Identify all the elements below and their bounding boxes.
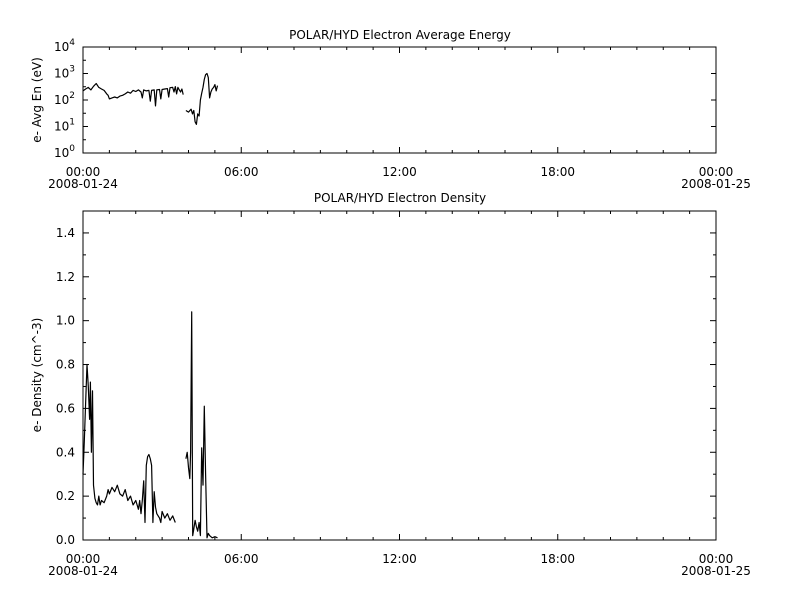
- density-panel: POLAR/HYD Electron Density e- Density (c…: [30, 191, 751, 578]
- y-tick-label: 1.0: [56, 314, 75, 328]
- x-tick-date-label: 2008-01-24: [48, 177, 118, 191]
- y-tick-label: 0.2: [56, 489, 75, 503]
- x-tick-label: 00:00: [699, 552, 734, 566]
- density-plot-frame: [82, 210, 717, 541]
- energy-series-line: [185, 72, 219, 126]
- y-tick-base: 10: [54, 120, 69, 134]
- x-tick-label: 06:00: [224, 165, 259, 179]
- y-tick-label: 101: [54, 118, 75, 134]
- x-tick-label: 06:00: [224, 552, 259, 566]
- y-tick-label: 1.2: [56, 270, 75, 284]
- density-series-line: [82, 363, 176, 524]
- y-tick-exponent: 1: [69, 118, 75, 128]
- x-tick-label: 00:00: [66, 165, 101, 179]
- y-tick-label: 0.8: [56, 358, 75, 372]
- y-tick-label: 104: [54, 38, 75, 54]
- y-tick-label: 0.4: [56, 445, 75, 459]
- y-tick-label: 103: [54, 65, 75, 81]
- y-tick-label: 0.6: [56, 401, 75, 415]
- y-tick-base: 10: [54, 40, 69, 54]
- x-tick-date-label: 2008-01-24: [48, 564, 118, 578]
- x-tick-date-label: 2008-01-25: [681, 564, 751, 578]
- density-chart-title: POLAR/HYD Electron Density: [314, 191, 486, 205]
- energy-panel: POLAR/HYD Electron Average Energy e- Avg…: [30, 28, 751, 191]
- x-tick-label: 12:00: [382, 552, 417, 566]
- y-tick-label: 0.0: [56, 533, 75, 547]
- y-tick-label: 102: [54, 91, 75, 107]
- energy-plot-frame: [82, 46, 717, 154]
- y-tick-base: 10: [54, 93, 69, 107]
- y-tick-exponent: 3: [69, 65, 75, 75]
- energy-y-axis-label: e- Avg En (eV): [30, 57, 44, 143]
- y-tick-exponent: 0: [69, 144, 75, 154]
- energy-chart-title: POLAR/HYD Electron Average Energy: [289, 28, 511, 42]
- x-tick-date-label: 2008-01-25: [681, 177, 751, 191]
- density-y-axis-label: e- Density (cm^-3): [30, 318, 44, 433]
- y-tick-exponent: 2: [69, 91, 75, 101]
- y-tick-label: 100: [54, 144, 75, 160]
- y-tick-base: 10: [54, 67, 69, 81]
- density-series-line: [185, 311, 218, 539]
- x-tick-label: 00:00: [699, 165, 734, 179]
- x-tick-label: 18:00: [540, 552, 575, 566]
- y-tick-exponent: 4: [69, 38, 75, 48]
- energy-series-line: [82, 82, 184, 107]
- x-tick-label: 12:00: [382, 165, 417, 179]
- y-tick-base: 10: [54, 146, 69, 160]
- x-tick-label: 00:00: [66, 552, 101, 566]
- y-tick-label: 1.4: [56, 226, 75, 240]
- x-tick-label: 18:00: [540, 165, 575, 179]
